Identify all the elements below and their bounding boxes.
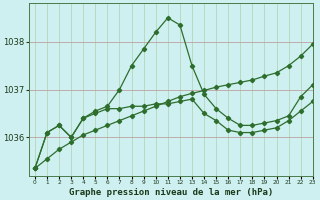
X-axis label: Graphe pression niveau de la mer (hPa): Graphe pression niveau de la mer (hPa) <box>69 188 273 197</box>
